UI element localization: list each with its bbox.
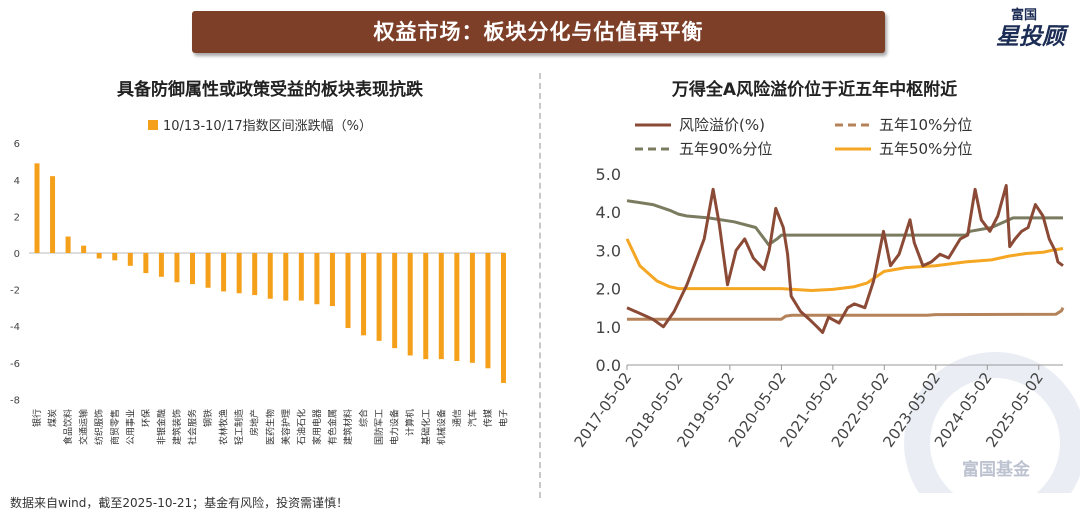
x-tick-label: 计算机 bbox=[404, 409, 416, 436]
bar-电力设备 bbox=[392, 253, 398, 349]
bar-农林牧渔 bbox=[221, 253, 227, 292]
bar-轻工制造 bbox=[236, 253, 242, 294]
bar-计算机 bbox=[407, 253, 413, 356]
x-tick-label: 国防军工 bbox=[373, 409, 385, 445]
bar-非银金融 bbox=[158, 253, 164, 277]
x-tick-label: 商贸零售 bbox=[109, 409, 121, 445]
x-tick-label: 环保 bbox=[140, 409, 152, 427]
legend-swatch bbox=[148, 120, 158, 130]
x-tick-label: 公用事业 bbox=[124, 409, 136, 445]
banner-title: 权益市场：板块分化与估值再平衡 bbox=[373, 20, 704, 44]
x-tick-label: 家用电器 bbox=[311, 409, 323, 445]
bar-建筑装饰 bbox=[174, 253, 180, 283]
panel-divider bbox=[539, 73, 541, 498]
y-tick-label: 2 bbox=[14, 212, 20, 223]
y-tick-label: -4 bbox=[10, 322, 20, 333]
series-line-3 bbox=[625, 238, 1064, 292]
watermark-text: 富国基金 bbox=[962, 460, 1030, 480]
y-tick-label: 0 bbox=[14, 249, 20, 260]
bar-纺织服饰 bbox=[96, 253, 102, 259]
y-tick-label: -8 bbox=[10, 395, 20, 406]
bar-钢铁 bbox=[205, 253, 211, 288]
y-tick-label: 5.0 bbox=[596, 165, 621, 184]
logo-top-text: 富国 bbox=[1011, 8, 1038, 23]
legend-label: 风险溢价(%) bbox=[679, 116, 765, 134]
title-banner bbox=[192, 11, 885, 53]
bar-基础化工 bbox=[423, 253, 429, 360]
left-chart-title: 具备防御属性或政策受益的板块表现抗跌 bbox=[117, 80, 423, 100]
legend-label: 10/13-10/17指数区间涨跌幅（%） bbox=[163, 118, 372, 134]
y-tick-label: 3.0 bbox=[596, 241, 621, 260]
bar-美容护理 bbox=[283, 253, 289, 301]
bar-综合 bbox=[361, 253, 367, 336]
x-tick-label: 医药生物 bbox=[264, 409, 276, 445]
bar-建筑材料 bbox=[345, 253, 351, 329]
bar-房地产 bbox=[252, 253, 258, 296]
y-tick-label: 6 bbox=[14, 139, 20, 150]
x-tick-label: 交通运输 bbox=[78, 409, 90, 445]
bar-有色金属 bbox=[329, 253, 335, 307]
x-tick-label: 非银金融 bbox=[155, 409, 167, 445]
bar-通信 bbox=[454, 253, 460, 361]
bar-石油石化 bbox=[298, 253, 304, 301]
x-tick-label: 农林牧渔 bbox=[218, 409, 230, 445]
x-tick-label: 基础化工 bbox=[420, 409, 432, 445]
x-tick-label: 综合 bbox=[358, 409, 370, 427]
bar-chart: 10/13-10/17指数区间涨跌幅（%） 6 4 2 0 -2 -4 -6 -8 银行 煤炭 食品饮… bbox=[10, 118, 510, 445]
x-tick-label: 纺织服饰 bbox=[93, 409, 105, 445]
x-tick-label: 汽车 bbox=[466, 409, 478, 427]
series-line-1 bbox=[627, 307, 1065, 321]
x-tick-label: 电力设备 bbox=[389, 409, 401, 445]
x-tick-label: 建筑装饰 bbox=[171, 409, 183, 445]
bar-公用事业 bbox=[127, 253, 133, 266]
x-tick-label: 通信 bbox=[451, 409, 463, 427]
x-tick-label: 有色金属 bbox=[326, 409, 338, 445]
x-tick-label: 美容护理 bbox=[280, 409, 292, 445]
bar-机械设备 bbox=[438, 253, 444, 360]
y-tick-label: 2.0 bbox=[596, 280, 621, 299]
bar-电子 bbox=[501, 253, 506, 383]
y-tick-label: 4.0 bbox=[596, 203, 621, 222]
y-tick-label: 1.0 bbox=[596, 318, 621, 337]
y-tick-label: 4 bbox=[14, 176, 20, 187]
bar-汽车 bbox=[469, 253, 475, 363]
y-tick-label: -6 bbox=[10, 359, 20, 370]
series-line-2 bbox=[626, 199, 1063, 247]
x-tick-label: 煤炭 bbox=[47, 409, 59, 427]
bar-传媒 bbox=[485, 253, 491, 369]
logo-main-text: 星投顾 bbox=[996, 24, 1065, 50]
x-tick-label: 机械设备 bbox=[435, 409, 447, 445]
x-tick-label: 社会服务 bbox=[187, 409, 199, 445]
bar-煤炭 bbox=[50, 176, 56, 253]
x-tick-label: 石油石化 bbox=[295, 409, 307, 445]
x-tick-label: 传媒 bbox=[482, 409, 494, 427]
x-tick-label: 建筑材料 bbox=[342, 409, 354, 445]
x-tick-label: 食品饮料 bbox=[62, 409, 74, 445]
y-tick-label: -2 bbox=[10, 286, 20, 297]
bar-社会服务 bbox=[190, 253, 195, 285]
bar-食品饮料 bbox=[65, 236, 71, 253]
x-tick-label: 房地产 bbox=[249, 409, 261, 436]
legend-label: 五年50%分位 bbox=[879, 140, 972, 158]
legend-label: 五年10%分位 bbox=[879, 116, 972, 134]
x-tick-label: 钢铁 bbox=[202, 409, 214, 427]
bar-商贸零售 bbox=[112, 253, 118, 261]
series-line-0 bbox=[626, 184, 1064, 334]
y-tick-label: 0.0 bbox=[596, 356, 621, 375]
bar-交通运输 bbox=[81, 245, 87, 253]
bar-医药生物 bbox=[267, 253, 273, 299]
x-tick-label: 电子 bbox=[498, 409, 510, 427]
right-chart-title: 万得全A风险溢价位于近五年中枢附近 bbox=[671, 80, 958, 100]
x-tick-label: 轻工制造 bbox=[233, 409, 245, 445]
bar-国防军工 bbox=[376, 253, 382, 341]
bar-家用电器 bbox=[314, 253, 320, 305]
bar-银行 bbox=[34, 163, 40, 253]
legend-label: 五年90%分位 bbox=[679, 140, 772, 158]
x-tick-label: 银行 bbox=[31, 409, 43, 427]
bar-环保 bbox=[143, 253, 149, 274]
footer-note: 数据来自wind，截至2025-10-21；基金有风险，投资需谨慎！ bbox=[10, 496, 349, 510]
